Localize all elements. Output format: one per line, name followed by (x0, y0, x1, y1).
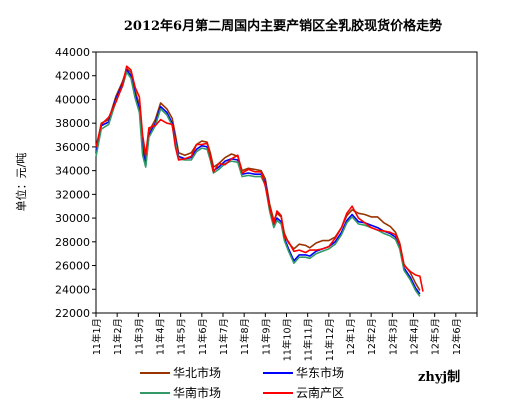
x-tick-label: 11年6月 (197, 318, 209, 355)
x-tick-label: 11年1月 (91, 318, 103, 355)
y-tick-label: 28000 (55, 236, 90, 249)
author-mark: zhyj制 (418, 369, 460, 385)
x-tick-label: 12年4月 (409, 318, 421, 355)
x-tick-label: 11年8月 (239, 318, 251, 355)
series-line-3 (95, 65, 424, 292)
x-tick-label: 11年4月 (155, 318, 167, 355)
x-tick-label: 12年2月 (366, 318, 378, 355)
y-axis: 44000 42000 40000 38000 36000 34000 32000 30000… (55, 46, 96, 320)
x-tick-label: 12年5月 (430, 318, 442, 355)
plot-area (95, 51, 478, 314)
y-tick-label: 32000 (55, 188, 90, 201)
y-tick-label: 30000 (55, 212, 90, 225)
x-tick-label: 12年6月 (451, 318, 463, 355)
x-tick-label: 12年1月 (345, 318, 357, 355)
legend-label: 华北市场 (173, 365, 221, 380)
x-axis: 11年1月 11年2月 11年3月 11年4月 11年5月 11年6月 11年7月 11年8月… (91, 313, 478, 361)
x-tick-label: 11年5月 (176, 318, 188, 355)
series-lines (95, 65, 424, 297)
y-tick-label: 22000 (55, 307, 90, 320)
y-tick-label: 24000 (55, 283, 90, 296)
series-line-2 (95, 71, 421, 297)
y-tick-label: 26000 (55, 260, 90, 273)
x-tick-label: 11年12月 (324, 318, 336, 361)
x-tick-label: 11年7月 (218, 318, 230, 355)
y-tick-label: 40000 (55, 93, 90, 106)
legend-label: 华南市场 (173, 385, 221, 400)
x-tick-label: 11年2月 (112, 318, 124, 355)
x-tick-label: 11年11月 (303, 318, 315, 361)
legend-label: 华东市场 (296, 365, 344, 380)
x-tick-label: 12年3月 (387, 318, 399, 355)
x-tick-label: 11年9月 (260, 318, 272, 355)
y-tick-label: 34000 (55, 165, 90, 178)
chart-title: 2012年6月第二周国内主要产销区全乳胶现货价格走势 (124, 18, 442, 34)
y-tick-label: 36000 (55, 141, 90, 154)
legend-label: 云南产区 (296, 385, 344, 400)
x-tick-label: 11年10月 (282, 318, 294, 361)
y-axis-label: 单位：元/吨 (14, 153, 28, 212)
x-tick-label: 11年3月 (133, 318, 145, 355)
y-tick-label: 38000 (55, 117, 90, 130)
y-tick-label: 44000 (55, 46, 90, 59)
y-tick-label: 42000 (55, 70, 90, 83)
